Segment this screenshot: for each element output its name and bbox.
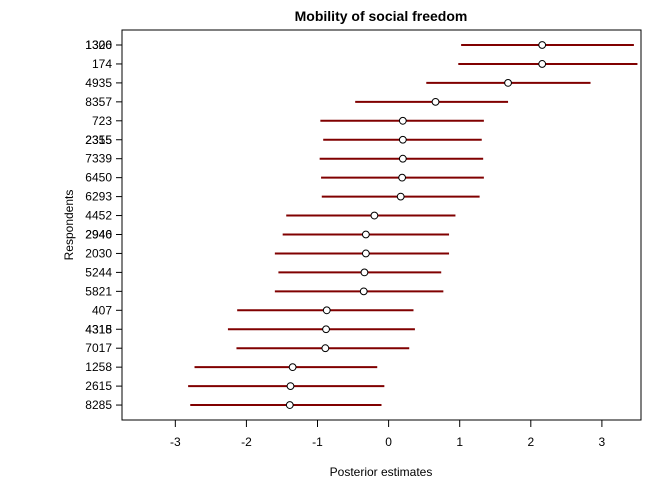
y-tick-label: 174 (92, 57, 112, 71)
y-tick-label: 8285 (85, 398, 112, 412)
x-axis-label: Posterior estimates (330, 465, 433, 479)
y-tick-label: 6293 (85, 190, 112, 204)
x-tick-label: -1 (312, 435, 323, 449)
estimate-point (285, 401, 294, 409)
y-tick-label: 2030 (85, 246, 112, 260)
y-tick-label: 4452 (85, 209, 112, 223)
chart-title: Mobility of social freedom (295, 8, 468, 24)
y-tick-label: 5244 (85, 265, 112, 279)
y-tick-label-overlap: 4315 (85, 322, 112, 336)
estimate-point (538, 41, 547, 49)
y-tick-label: 7017 (85, 341, 112, 355)
y-tick-label: 6450 (85, 171, 112, 185)
estimate-point (360, 268, 369, 277)
estimate-point (286, 382, 295, 391)
x-axis: -3 -2 -1 0 1 2 3 (170, 420, 606, 449)
y-tick-label-overlap: 1326 (85, 38, 112, 52)
estimate-point (359, 287, 368, 296)
estimate-point (396, 192, 405, 201)
y-tick-label: 1300 (85, 38, 112, 52)
y-tick-label: 4935 (85, 76, 112, 90)
y-tick-label: 407 (92, 303, 112, 317)
y-tick-label: 2940 (85, 228, 112, 242)
y-tick-label: 4318 (85, 322, 112, 336)
estimate-point (288, 363, 297, 372)
estimate-point (398, 135, 407, 144)
y-tick-label: 5821 (85, 284, 112, 298)
estimate-point (370, 211, 379, 220)
x-tick-label: 0 (385, 435, 392, 449)
estimate-point (361, 249, 370, 258)
y-axis-label: Respondents (62, 190, 76, 261)
estimate-point (321, 344, 330, 353)
x-tick-label: -2 (241, 435, 252, 449)
plot-frame (121, 29, 642, 421)
x-tick-label: 1 (456, 435, 463, 449)
estimate-point (398, 173, 407, 182)
y-tick-label-overlap: 2946 (85, 228, 112, 242)
x-tick-label: -3 (170, 435, 181, 449)
y-tick-label: 8357 (85, 95, 112, 109)
estimate-point (538, 60, 547, 68)
y-tick-label: 723 (92, 114, 112, 128)
estimate-point (398, 116, 407, 125)
estimate-marks (188, 41, 638, 409)
estimate-point (322, 325, 330, 334)
x-tick-label: 3 (599, 435, 606, 449)
estimate-point (322, 306, 331, 315)
x-tick-label: 2 (527, 435, 534, 449)
y-tick-label: 1258 (85, 360, 112, 374)
estimate-point (398, 154, 407, 163)
y-tick-label: 2615 (85, 379, 112, 393)
estimate-point (431, 97, 440, 106)
estimate-point (361, 230, 370, 239)
y-tick-label: 7339 (85, 152, 112, 166)
y-tick-label-overlap: 2355 (85, 133, 112, 147)
y-tick-label: 2315 (85, 133, 112, 147)
estimate-point (504, 79, 512, 87)
